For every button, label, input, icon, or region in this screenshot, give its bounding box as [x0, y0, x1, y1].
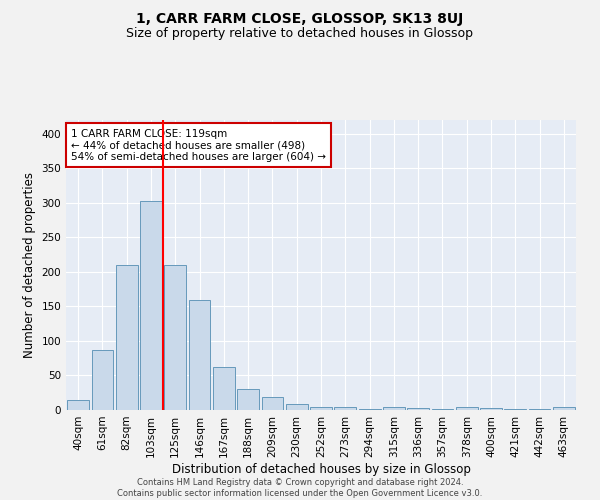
Bar [262, 397, 283, 410]
Bar [188, 300, 211, 410]
Bar [456, 407, 478, 410]
Bar [140, 201, 162, 410]
Text: Size of property relative to detached houses in Glossop: Size of property relative to detached ho… [127, 28, 473, 40]
Bar [237, 388, 259, 410]
Bar [116, 265, 137, 410]
Bar [359, 408, 380, 410]
Bar [383, 406, 405, 410]
Bar [407, 408, 429, 410]
X-axis label: Distribution of detached houses by size in Glossop: Distribution of detached houses by size … [172, 462, 470, 475]
Bar [310, 406, 332, 410]
Text: 1, CARR FARM CLOSE, GLOSSOP, SK13 8UJ: 1, CARR FARM CLOSE, GLOSSOP, SK13 8UJ [136, 12, 464, 26]
Text: 1 CARR FARM CLOSE: 119sqm
← 44% of detached houses are smaller (498)
54% of semi: 1 CARR FARM CLOSE: 119sqm ← 44% of detac… [71, 128, 326, 162]
Bar [67, 400, 89, 410]
Y-axis label: Number of detached properties: Number of detached properties [23, 172, 36, 358]
Bar [431, 408, 454, 410]
Text: Contains HM Land Registry data © Crown copyright and database right 2024.
Contai: Contains HM Land Registry data © Crown c… [118, 478, 482, 498]
Bar [213, 366, 235, 410]
Bar [164, 265, 186, 410]
Bar [286, 404, 308, 410]
Bar [553, 407, 575, 410]
Bar [91, 350, 113, 410]
Bar [480, 408, 502, 410]
Bar [334, 407, 356, 410]
